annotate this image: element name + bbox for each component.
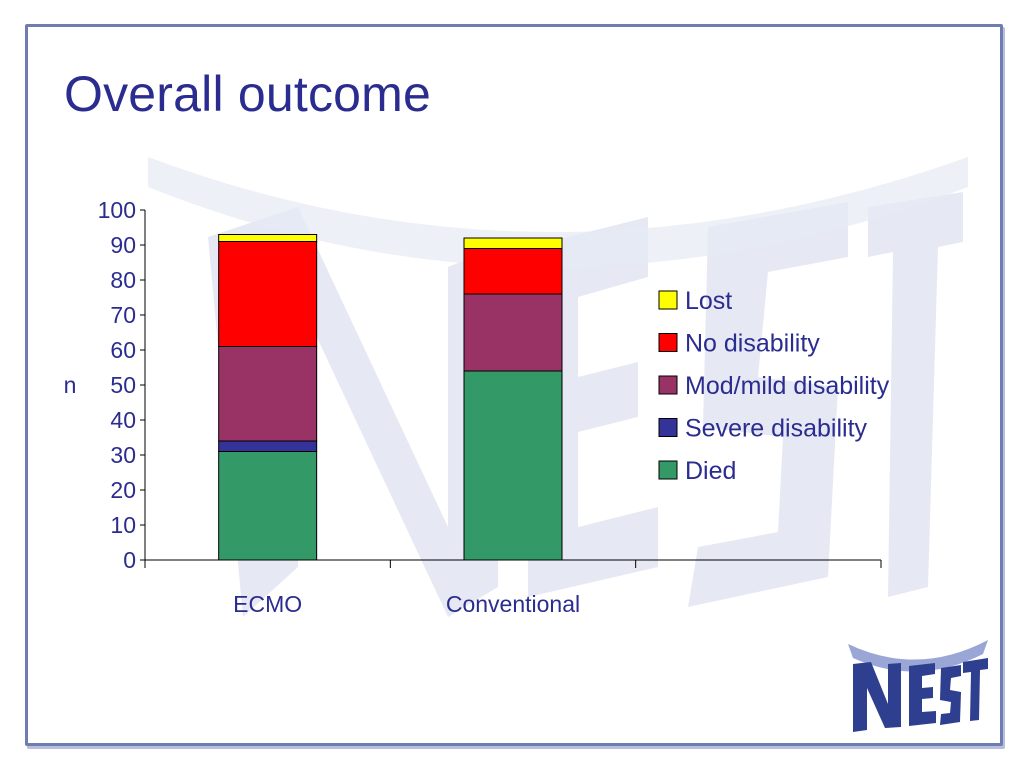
y-tick-label: 0 xyxy=(123,547,136,573)
x-axis: ECMO Conventional xyxy=(144,559,882,617)
slide-frame: Overall outcome 0 10 20 30 40 50 60 70 80 90 100 E… xyxy=(25,24,1003,746)
legend-label: Mod/mild disability xyxy=(685,372,890,400)
legend: Lost No disability Mod/mild disability Seve… xyxy=(658,287,890,485)
legend-swatch xyxy=(658,460,678,480)
legend-swatch xyxy=(658,290,678,310)
y-tick-label: 20 xyxy=(110,477,136,503)
bar-segment-conventional-lost xyxy=(463,237,563,249)
bar-segment-ecmo-mod-mild-disability xyxy=(218,346,318,442)
y-axis-label: n xyxy=(64,372,77,398)
bar-segment-conventional-mod-mild-disability xyxy=(463,293,563,372)
slide-title: Overall outcome xyxy=(64,66,432,122)
bar-segment-ecmo-no-disability xyxy=(218,241,318,347)
y-tick-label: 70 xyxy=(110,302,136,328)
y-tick-label: 40 xyxy=(110,407,136,433)
legend-label: Died xyxy=(685,457,736,485)
legend-swatch xyxy=(658,418,678,437)
legend-swatch xyxy=(658,333,678,352)
legend-label: No disability xyxy=(685,330,820,358)
x-tick-label: Conventional xyxy=(446,591,580,617)
legend-swatch xyxy=(658,375,678,395)
bars xyxy=(218,234,563,561)
y-tick-label: 80 xyxy=(110,267,136,293)
bar-segment-conventional-no-disability xyxy=(463,248,563,295)
y-axis: 0 10 20 30 40 50 60 70 80 90 100 xyxy=(98,197,146,573)
bar-segment-ecmo-lost xyxy=(218,234,318,242)
bar-segment-ecmo-died xyxy=(218,451,318,561)
legend-label: Lost xyxy=(685,287,732,315)
y-tick-label: 30 xyxy=(110,442,136,468)
y-tick-label: 100 xyxy=(98,197,136,223)
bar-segment-ecmo-severe-disability xyxy=(218,440,318,452)
y-tick-label: 10 xyxy=(110,512,136,538)
y-tick-label: 50 xyxy=(110,372,136,398)
nest-logo-icon xyxy=(848,640,988,732)
legend-label: Severe disability xyxy=(685,415,868,443)
bar-segment-conventional-died xyxy=(463,370,563,561)
y-tick-label: 60 xyxy=(110,337,136,363)
y-tick-label: 90 xyxy=(110,232,136,258)
x-tick-label: ECMO xyxy=(233,591,302,617)
